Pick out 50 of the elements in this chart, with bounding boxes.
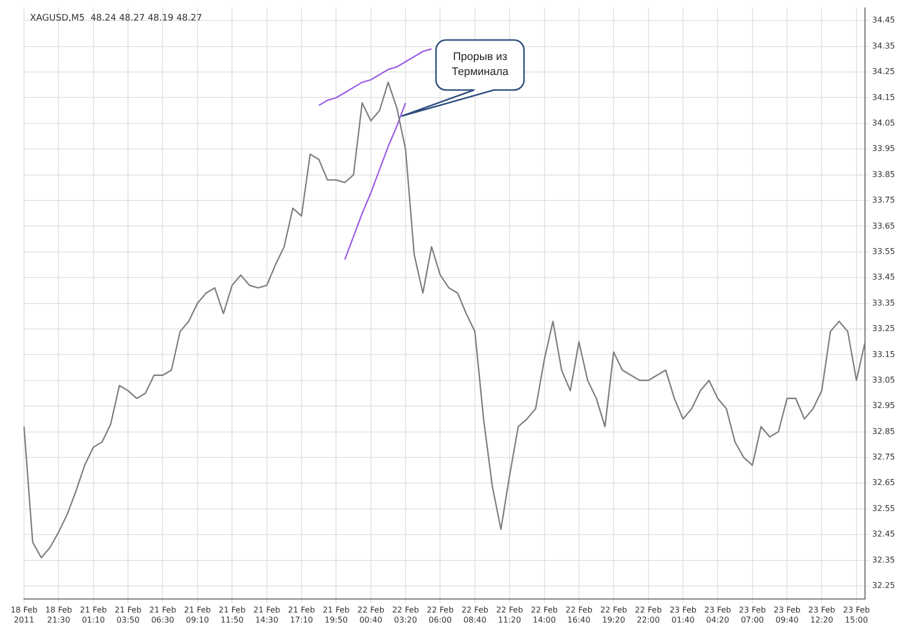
x-tick-label: 21 Feb 06:30 xyxy=(149,606,176,624)
x-tick-label: 23 Feb 04:20 xyxy=(704,606,732,624)
y-tick-label: 32.45 xyxy=(872,530,896,539)
y-tick-label: 34.25 xyxy=(872,67,896,76)
y-tick-label: 33.55 xyxy=(872,246,896,256)
y-tick-label: 33.25 xyxy=(872,324,896,334)
x-tick-label: 18 Feb 2011 xyxy=(10,606,38,624)
x-tick-label: 21 Feb 01:10 xyxy=(80,606,107,624)
x-tick-label: 22 Feb 16:40 xyxy=(566,606,592,624)
x-tick-label: 18 Feb 21:30 xyxy=(45,606,72,624)
y-tick-label: 34.05 xyxy=(872,118,896,128)
y-tick-label: 33.95 xyxy=(872,144,896,154)
x-tick-label: 22 Feb 08:40 xyxy=(461,606,488,624)
y-tick-label: 32.25 xyxy=(872,581,896,590)
x-tick-label: 21 Feb 03:50 xyxy=(114,606,142,624)
y-tick-label: 34.45 xyxy=(872,16,896,25)
y-tick-label: 32.55 xyxy=(872,504,896,513)
y-tick-label: 34.35 xyxy=(872,41,896,50)
y-tick-label: 34.15 xyxy=(872,92,896,102)
y-tick-label: 33.45 xyxy=(872,272,896,282)
x-tick-label: 21 Feb 09:10 xyxy=(184,606,211,624)
y-tick-label: 33.85 xyxy=(872,170,896,179)
x-tick-label: 22 Feb 06:00 xyxy=(426,606,454,624)
x-tick-label: 22 Feb 19:20 xyxy=(600,606,628,624)
x-tick-label: 22 Feb 00:40 xyxy=(357,606,384,624)
y-tick-label: 33.35 xyxy=(872,298,896,308)
y-tick-label: 33.75 xyxy=(872,196,896,205)
y-tick-label: 32.95 xyxy=(872,401,896,410)
y-tick-label: 32.35 xyxy=(872,555,896,564)
x-tick-label: 21 Feb 14:30 xyxy=(253,606,280,624)
y-tick-label: 32.85 xyxy=(872,426,896,436)
annotation: Прорыв из Терминала xyxy=(450,50,510,80)
x-tick-label: 21 Feb 19:50 xyxy=(322,606,350,624)
text: XAGUSD,M5 48.24 48.27 48.19 48.27 xyxy=(30,14,202,24)
y-tick-label: 33.05 xyxy=(872,375,896,384)
y-tick-label: 33.65 xyxy=(872,221,896,230)
x-tick-label: 23 Feb 07:00 xyxy=(738,606,766,624)
y-tick-label: 33.15 xyxy=(872,350,896,359)
x-tick-label: 22 Feb 22:00 xyxy=(634,606,662,624)
x-tick-label: 22 Feb 14:00 xyxy=(530,606,558,624)
x-tick-label: 23 Feb 15:00 xyxy=(842,606,870,624)
x-tick-label: 21 Feb 11:50 xyxy=(218,606,246,624)
x-tick-label: 22 Feb 11:20 xyxy=(496,606,524,624)
x-tick-label: 22 Feb 03:20 xyxy=(392,606,419,624)
x-tick-label: 21 Feb 17:10 xyxy=(288,606,315,624)
x-tick-label: 23 Feb 01:40 xyxy=(670,606,696,624)
y-tick-label: 32.65 xyxy=(872,478,896,488)
x-tick-label: 23 Feb 09:40 xyxy=(774,606,801,624)
x-tick-label: 23 Feb 12:20 xyxy=(808,606,836,624)
y-tick-label: 32.75 xyxy=(872,452,896,462)
